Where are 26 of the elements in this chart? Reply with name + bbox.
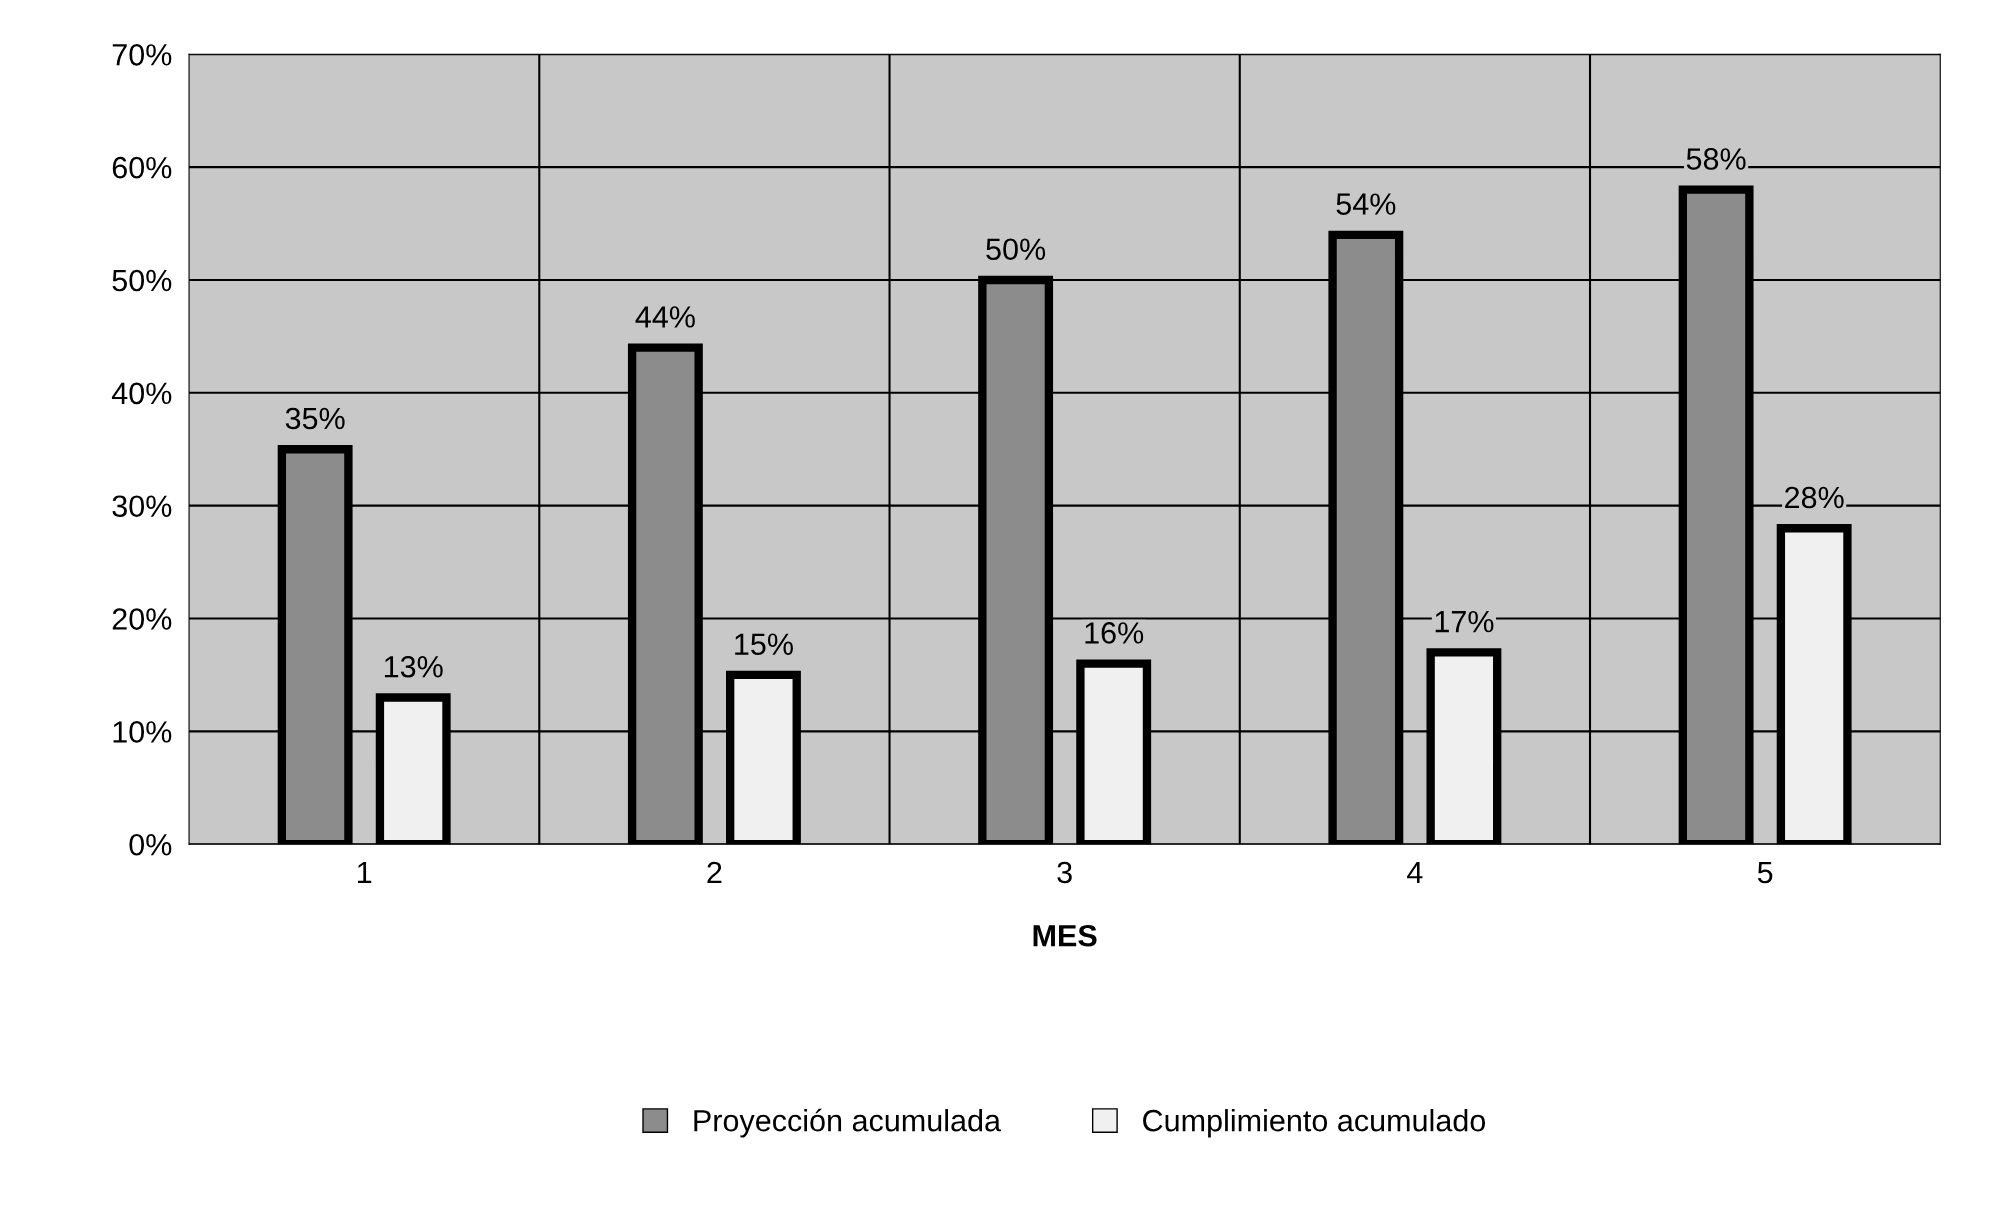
data-label: 13% — [384, 655, 443, 678]
y-tick-label: 70% — [112, 44, 172, 66]
x-tick-label: 5 — [1757, 861, 1773, 884]
y-tick-label: 30% — [112, 495, 172, 518]
x-tick-label: 1 — [358, 861, 372, 884]
x-tick-label: 2 — [707, 861, 722, 884]
legend-label: Proyección acumulada — [694, 1108, 1002, 1138]
data-label: 16% — [1085, 622, 1144, 644]
y-tick-label: 10% — [113, 721, 172, 743]
data-label: 35% — [285, 407, 345, 430]
y-tick-label: 60% — [112, 156, 172, 179]
data-label: 17% — [1435, 610, 1494, 633]
x-tick-label: 3 — [1057, 861, 1072, 884]
data-label: 54% — [1336, 193, 1396, 215]
legend-label: Cumplimiento acumulado — [1143, 1109, 1486, 1138]
data-label: 50% — [986, 238, 1046, 261]
y-tick-label: 20% — [112, 608, 172, 630]
y-tick-label: 50% — [112, 269, 172, 292]
x-tick-label: 4 — [1407, 861, 1423, 884]
data-label: 44% — [635, 306, 695, 328]
data-label: 58% — [1686, 148, 1746, 170]
data-label: 28% — [1785, 486, 1844, 509]
y-tick-label: 40% — [111, 382, 172, 405]
y-tick-label: 0% — [129, 833, 172, 856]
x-axis-title: MES — [1033, 924, 1097, 947]
data-label: 15% — [735, 633, 793, 655]
